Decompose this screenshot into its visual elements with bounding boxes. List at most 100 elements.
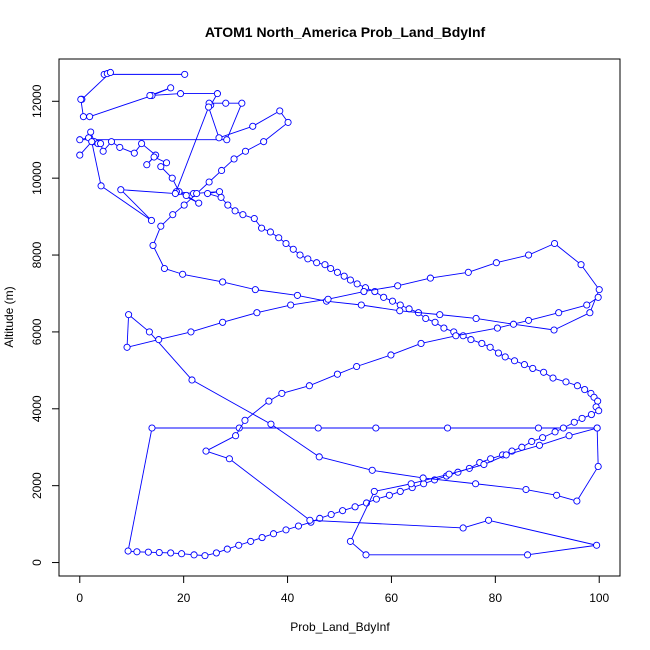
data-point: [511, 357, 519, 365]
series-line-segment: [281, 385, 310, 394]
data-point: [284, 118, 292, 126]
data-point: [276, 107, 284, 115]
data-point: [144, 548, 152, 556]
data-point: [97, 140, 105, 148]
data-point: [99, 147, 107, 155]
x-tick-label: 20: [177, 591, 191, 605]
data-point: [492, 259, 500, 267]
series-line-segment: [506, 444, 540, 456]
data-point: [169, 211, 177, 219]
data-point: [250, 214, 258, 223]
data-point: [523, 551, 532, 559]
data-point: [160, 264, 168, 273]
data-point: [353, 280, 361, 288]
plot-area-frame: [58, 58, 621, 577]
data-point: [212, 549, 220, 557]
data-point: [313, 259, 321, 267]
series-line-segment: [589, 289, 600, 313]
data-point: [278, 389, 286, 397]
data-point: [478, 339, 486, 347]
y-tick-label: 12000: [30, 84, 44, 118]
data-point: [217, 193, 225, 201]
data-point: [306, 516, 314, 524]
data-point: [215, 188, 224, 196]
series-line-segment: [263, 122, 289, 142]
series-line-segment: [182, 273, 223, 283]
data-point: [116, 143, 124, 151]
data-point: [258, 534, 266, 542]
data-point: [230, 155, 238, 163]
data-point: [594, 293, 602, 301]
data-point: [223, 136, 231, 144]
series-line-segment: [513, 323, 555, 331]
data-point: [593, 424, 601, 432]
data-point: [551, 239, 559, 248]
data-point: [253, 309, 261, 317]
data-point: [218, 166, 226, 175]
y-tick-label: 4000: [30, 395, 44, 422]
data-point: [155, 336, 163, 344]
series-line-segment: [120, 189, 176, 194]
data-point: [586, 309, 594, 317]
data-point: [86, 113, 94, 121]
series-line-segment: [420, 335, 456, 344]
data-point: [501, 353, 509, 361]
data-point: [193, 189, 201, 198]
data-point: [327, 510, 335, 519]
data-point: [187, 328, 195, 336]
data-point: [202, 447, 210, 455]
series-line-segment: [126, 339, 159, 348]
data-point: [480, 460, 488, 469]
data-point: [145, 328, 153, 336]
data-point: [380, 293, 388, 301]
data-point: [577, 261, 585, 269]
data-point: [464, 268, 472, 276]
data-point: [179, 270, 187, 278]
data-point: [419, 474, 427, 482]
data-point: [333, 268, 341, 276]
data-point: [562, 378, 570, 386]
data-point: [440, 324, 448, 332]
data-point: [106, 68, 114, 77]
data-point: [493, 324, 501, 332]
data-point: [360, 288, 368, 296]
data-point: [362, 551, 370, 559]
series-line-segment: [100, 185, 152, 221]
data-point: [595, 407, 603, 415]
y-axis-label: Altitude (m): [2, 286, 16, 347]
data-point: [539, 434, 547, 442]
data-point: [157, 163, 165, 171]
data-point: [176, 90, 185, 98]
data-point: [260, 138, 268, 146]
series-line-segment: [128, 314, 150, 333]
data-point: [188, 376, 196, 384]
data-point: [502, 451, 510, 459]
data-point: [258, 224, 266, 232]
data-point: [150, 153, 158, 161]
data-point: [525, 251, 533, 259]
data-point: [573, 497, 581, 505]
series-line-segment: [455, 327, 498, 337]
data-point: [559, 424, 567, 432]
y-tick-label: 2000: [30, 472, 44, 499]
data-point: [79, 113, 87, 121]
series-line-segment: [191, 379, 272, 425]
series-line-segment: [252, 110, 280, 127]
data-point: [339, 507, 347, 515]
series-line-segment: [256, 304, 291, 314]
series-line-segment: [89, 95, 153, 118]
data-point: [485, 516, 493, 524]
series-line-segment: [127, 427, 153, 552]
data-point: [304, 255, 312, 263]
data-point: [520, 361, 528, 369]
data-point: [426, 274, 434, 282]
data-point: [321, 261, 329, 269]
series-line-segment: [568, 427, 598, 437]
data-point: [396, 301, 404, 309]
data-point: [88, 138, 96, 146]
series-line-segment: [448, 464, 485, 475]
data-point: [529, 364, 537, 372]
data-point: [388, 297, 397, 305]
data-point: [123, 343, 131, 351]
